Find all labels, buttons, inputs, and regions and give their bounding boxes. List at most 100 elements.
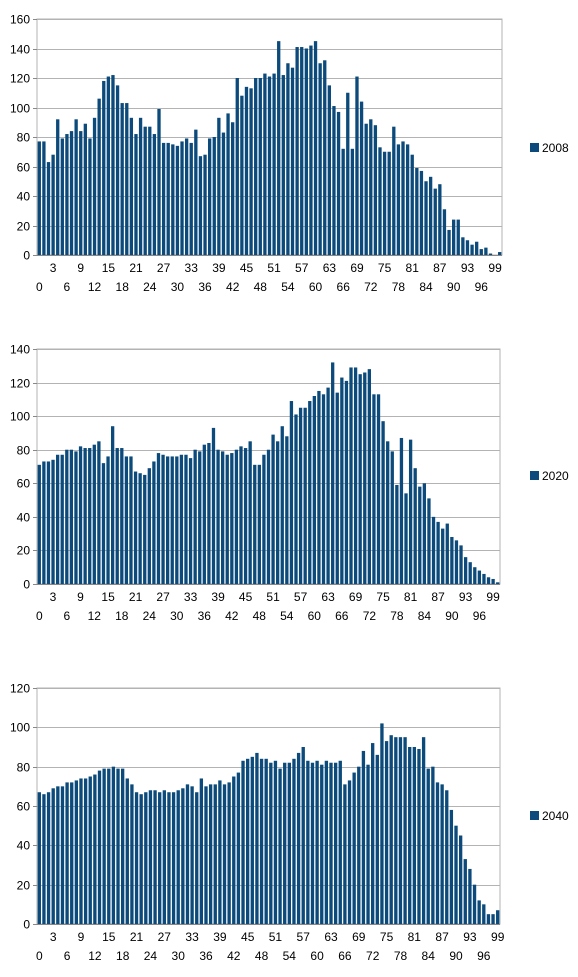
x-tick-label: 93 <box>461 261 475 275</box>
bar <box>461 237 465 255</box>
x-tick-label: 21 <box>130 930 144 944</box>
bar <box>463 859 467 924</box>
bar <box>473 567 477 584</box>
bar <box>203 154 207 255</box>
bar <box>225 454 229 584</box>
bar <box>55 454 60 584</box>
bar <box>304 48 308 255</box>
bar <box>318 63 322 255</box>
bar <box>264 758 268 924</box>
x-tick-label: 81 <box>404 590 418 604</box>
bar <box>447 229 451 255</box>
legend-swatch <box>530 471 539 480</box>
bar <box>324 760 329 924</box>
bar <box>408 439 413 584</box>
x-tick-label: 69 <box>350 261 364 275</box>
bar <box>37 141 41 255</box>
x-tick-label: 6 <box>63 609 70 623</box>
bar <box>161 454 165 584</box>
bar <box>309 45 313 255</box>
x-tick-label: 3 <box>50 261 57 275</box>
bar <box>46 792 51 924</box>
x-tick-label: 60 <box>310 949 324 963</box>
x-tick-label: 45 <box>241 930 255 944</box>
x-tick-label: 48 <box>254 280 268 294</box>
bar <box>97 441 101 584</box>
x-tick-label: 87 <box>435 930 449 944</box>
bar <box>408 747 412 924</box>
bar <box>475 241 479 255</box>
bar <box>106 456 110 584</box>
bar <box>207 138 212 255</box>
bar <box>42 461 46 584</box>
bar <box>88 138 92 255</box>
bar <box>271 434 275 584</box>
bar <box>190 786 194 924</box>
x-tick-label: 42 <box>227 949 241 963</box>
x-tick-label: 21 <box>129 590 143 604</box>
x-tick-label: 6 <box>64 949 71 963</box>
x-tick-label: 84 <box>419 280 433 294</box>
bar <box>424 181 428 255</box>
bar <box>486 914 491 924</box>
bar <box>290 67 295 256</box>
y-tick-label: 0 <box>23 578 30 592</box>
x-tick-label: 30 <box>172 949 186 963</box>
bar <box>158 792 162 924</box>
bar <box>382 151 387 255</box>
x-tick-label: 66 <box>335 609 349 623</box>
bar <box>180 141 184 255</box>
bar <box>387 151 391 255</box>
bar <box>335 392 339 584</box>
x-tick-label: 36 <box>198 280 212 294</box>
bar <box>459 545 463 584</box>
x-tick-label: 51 <box>269 930 283 944</box>
bar <box>115 448 119 584</box>
bar <box>428 176 433 255</box>
bar <box>74 119 78 255</box>
bar <box>97 98 101 256</box>
bar <box>343 784 347 924</box>
bar <box>221 132 226 255</box>
bar <box>88 776 92 924</box>
x-tick-label: 96 <box>473 609 487 623</box>
bar <box>361 750 366 924</box>
x-tick-label: 9 <box>78 930 85 944</box>
y-tick-label: 60 <box>17 477 31 491</box>
bar <box>60 786 65 924</box>
x-tick-label: 81 <box>406 261 420 275</box>
bar <box>458 835 463 924</box>
legend-label: 2020 <box>542 469 569 483</box>
bar <box>133 471 138 584</box>
bar <box>381 421 385 584</box>
bar <box>452 219 456 255</box>
bar <box>143 126 147 256</box>
bar <box>204 786 208 924</box>
bar <box>221 451 225 584</box>
chart-2040: 0204060801001200369121518212427303336394… <box>10 682 569 964</box>
bar <box>199 778 204 924</box>
bar <box>426 768 430 924</box>
y-tick-label: 120 <box>10 72 30 86</box>
y-tick-label: 20 <box>17 544 31 558</box>
bar <box>294 414 298 584</box>
x-tick-label: 27 <box>158 930 172 944</box>
bar <box>42 141 46 255</box>
bar <box>323 60 327 255</box>
bar <box>403 737 407 924</box>
x-tick-label: 60 <box>309 280 323 294</box>
bar <box>93 774 97 924</box>
y-tick-label: 80 <box>17 444 31 458</box>
bar <box>213 784 217 924</box>
bar <box>175 145 180 255</box>
bar <box>42 794 46 924</box>
bar <box>134 134 138 255</box>
y-tick-label: 100 <box>10 721 30 735</box>
legend-label: 2008 <box>542 141 569 155</box>
bar <box>349 367 353 584</box>
bar <box>202 444 206 584</box>
x-tick-label: 78 <box>392 280 406 294</box>
bar <box>357 766 361 924</box>
bar <box>340 377 344 584</box>
x-tick-label: 3 <box>50 590 57 604</box>
